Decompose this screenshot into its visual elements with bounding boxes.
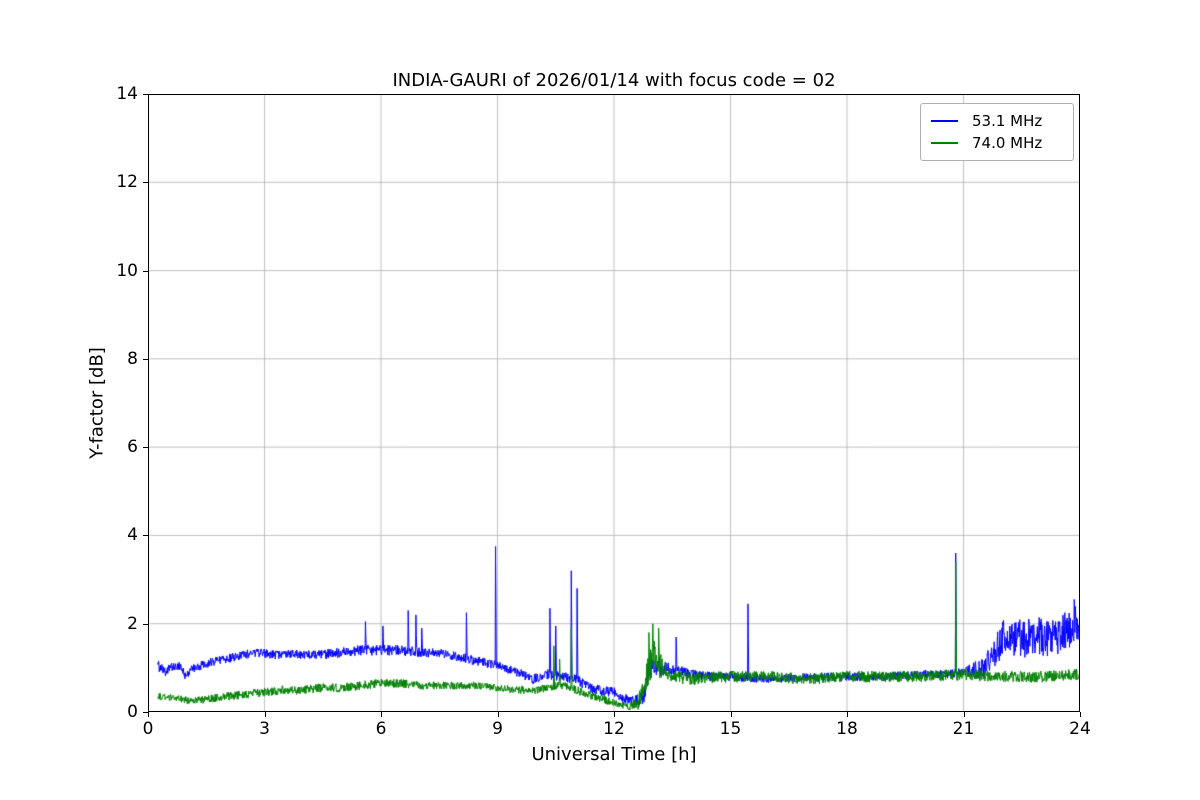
y-tick-label: 0 (127, 702, 138, 722)
y-tick-label: 6 (127, 437, 138, 458)
legend-line-53-1-mhz (931, 120, 958, 122)
legend: 53.1 MHz 74.0 MHz (920, 103, 1074, 161)
x-tick-label: 9 (492, 719, 503, 739)
legend-item: 53.1 MHz (931, 110, 1063, 132)
y-tick-mark (143, 447, 148, 449)
chart-canvas (148, 94, 1080, 712)
legend-label: 74.0 MHz (972, 134, 1043, 152)
x-tick-label: 18 (836, 719, 858, 739)
x-tick-label: 12 (603, 719, 625, 739)
x-axis-label: Universal Time [h] (531, 744, 697, 765)
x-tick-label: 24 (1069, 719, 1091, 739)
x-tick-label: 6 (375, 719, 387, 739)
y-tick-mark (143, 182, 148, 184)
y-tick-mark (143, 358, 148, 360)
y-tick-label: 14 (116, 84, 138, 104)
x-tick-label: 15 (719, 719, 742, 739)
x-tick-label: 0 (142, 719, 154, 739)
x-tick-mark (497, 712, 499, 717)
x-tick-mark (847, 712, 848, 717)
legend-item: 74.0 MHz (931, 132, 1063, 154)
y-tick-label: 2 (127, 613, 138, 634)
y-tick-mark (143, 535, 148, 537)
x-tick-label: 3 (259, 719, 270, 739)
x-tick-mark (730, 712, 732, 717)
x-tick-mark (614, 712, 615, 717)
y-tick-label: 12 (116, 172, 138, 193)
x-tick-mark (381, 712, 382, 717)
y-tick-label: 8 (127, 348, 138, 369)
y-tick-mark (143, 94, 148, 95)
chart-title: INDIA-GAURI of 2026/01/14 with focus cod… (392, 70, 836, 91)
legend-line-74-0-mhz (931, 142, 958, 144)
x-tick-label: 21 (952, 719, 975, 739)
y-tick-label: 10 (116, 260, 138, 281)
x-tick-mark (264, 712, 266, 717)
x-tick-mark (963, 712, 965, 717)
y-tick-mark (143, 270, 148, 272)
y-tick-label: 4 (127, 525, 138, 546)
legend-label: 53.1 MHz (972, 112, 1043, 130)
x-tick-mark (1080, 712, 1081, 717)
y-tick-mark (143, 712, 148, 713)
y-axis-label: Y-factor [dB] (86, 347, 108, 459)
x-tick-mark (148, 712, 149, 717)
y-tick-mark (143, 623, 148, 625)
